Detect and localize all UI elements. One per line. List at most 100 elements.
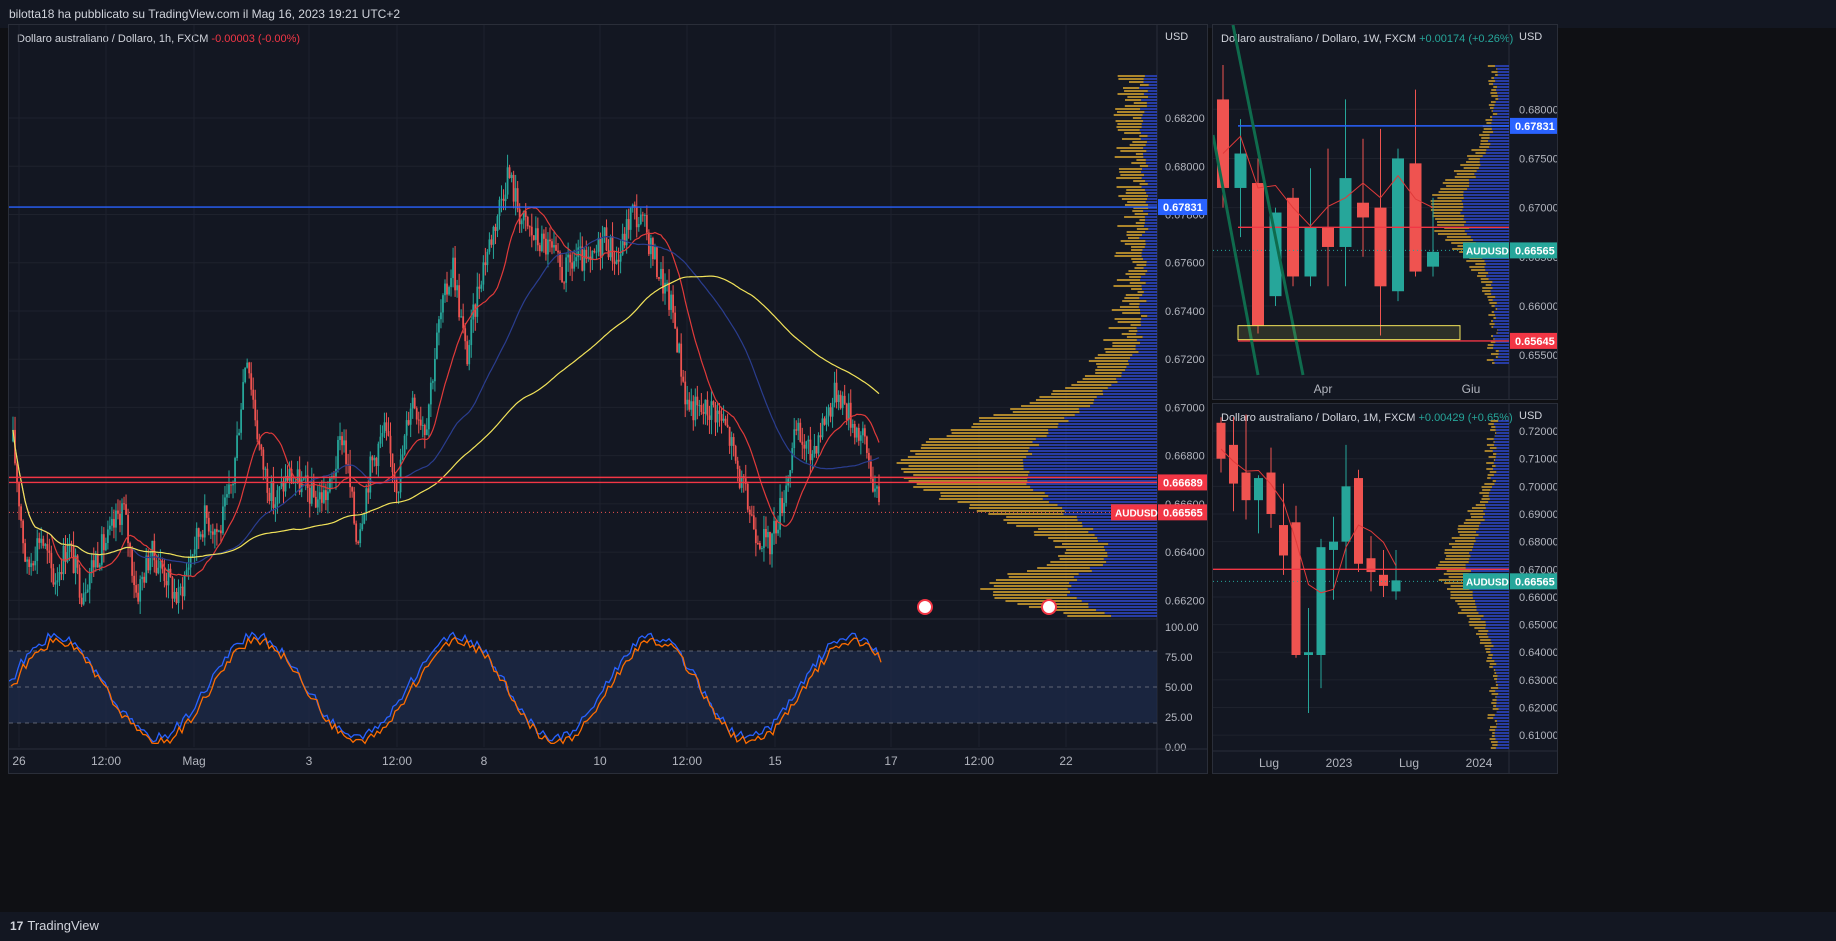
volume-profile-bar	[1448, 576, 1472, 578]
volume-profile-bar	[989, 582, 1070, 584]
volume-profile-bar	[1473, 546, 1509, 548]
volume-profile-bar	[1074, 414, 1157, 416]
volume-profile-bar	[1464, 224, 1509, 226]
volume-profile-bar	[1467, 510, 1484, 512]
volume-profile-bar	[1485, 504, 1509, 506]
volume-profile-bar	[1148, 228, 1157, 230]
candle-body	[199, 534, 202, 537]
volume-profile-bar	[1475, 263, 1486, 265]
candle-body	[874, 488, 876, 492]
volume-profile-bar	[1468, 621, 1486, 623]
candle-body	[736, 460, 739, 470]
candle-body	[284, 475, 287, 492]
volume-profile-bar	[1450, 597, 1473, 599]
candle-body	[250, 373, 253, 390]
tradingview-logo[interactable]: 17 TradingView	[10, 918, 99, 933]
candle-body	[266, 468, 269, 493]
volume-profile-bar	[1141, 186, 1157, 188]
volume-profile-bar	[1094, 357, 1131, 359]
volume-profile-bar	[1131, 288, 1142, 290]
candle-body	[843, 395, 846, 404]
volume-profile-bar	[1485, 284, 1492, 286]
volume-profile-bar	[1495, 429, 1509, 431]
candle-body	[1304, 227, 1317, 277]
volume-profile-bar	[993, 591, 1071, 593]
volume-profile-bar	[1136, 333, 1157, 335]
y-tick-label: 0.67400	[1165, 306, 1205, 318]
volume-profile-bar	[1026, 570, 1092, 572]
volume-profile-bar	[1493, 423, 1509, 425]
volume-profile-bar	[1495, 314, 1509, 316]
candle-body	[1357, 202, 1369, 218]
volume-profile-bar	[1472, 591, 1509, 593]
weekly-chart-pane[interactable]: Dollaro australiano / Dollaro, 1W, FXCM …	[1212, 24, 1558, 400]
volume-profile-bar	[1490, 477, 1509, 479]
candle-body	[409, 408, 412, 425]
volume-profile-bar	[1481, 137, 1490, 139]
monthly-chart-pane[interactable]: Dollaro australiano / Dollaro, 1M, FXCM …	[1212, 403, 1558, 774]
candle-body	[436, 332, 438, 359]
volume-profile-bar	[1077, 579, 1157, 581]
volume-profile-bar	[1492, 362, 1495, 364]
volume-profile-bar	[1493, 86, 1498, 88]
volume-profile-bar	[1146, 261, 1157, 263]
volume-profile-bar	[1495, 74, 1498, 76]
volume-profile-bar	[1135, 345, 1157, 347]
volume-profile-bar	[1446, 236, 1471, 238]
volume-profile-bar	[1469, 552, 1509, 554]
volume-profile-bar	[1489, 323, 1495, 325]
volume-profile-bar	[1066, 549, 1106, 551]
candle-body	[581, 246, 584, 271]
volume-profile-bar	[1491, 741, 1498, 743]
candle-body	[108, 525, 111, 530]
volume-profile-bar	[913, 474, 1029, 476]
volume-profile-bar	[1142, 249, 1157, 251]
candle-body	[401, 454, 404, 460]
volume-profile-bar	[923, 489, 1034, 491]
volume-profile-bar	[1495, 426, 1509, 428]
volume-profile-bar	[1465, 564, 1509, 566]
volume-profile-bar	[1485, 507, 1509, 509]
main-chart-pane[interactable]: Dollaro australiano / Dollaro, 1h, FXCM …	[8, 24, 1208, 774]
volume-profile-bar	[1498, 353, 1509, 355]
volume-profile-bar	[1437, 233, 1467, 235]
volume-profile-bar	[1493, 462, 1509, 464]
weekly-chart-svg[interactable]: 0.680000.675000.670000.665000.660000.655…	[1213, 25, 1558, 400]
y-tick-label: 0.67000	[1165, 402, 1205, 414]
volume-profile-bar	[1141, 117, 1157, 119]
volume-profile-bar	[1475, 531, 1509, 533]
monthly-chart-svg[interactable]: 0.72000 0.71000 0.70000 0.69000 0.68000 0.670…	[1213, 404, 1558, 774]
volume-profile-bar	[1035, 438, 1157, 440]
y-tick-label: 0.68200	[1165, 113, 1205, 125]
candle-body	[611, 236, 614, 262]
volume-profile-bar	[1478, 636, 1489, 638]
volume-profile-bar	[1493, 107, 1509, 109]
volume-profile-bar	[1437, 197, 1464, 199]
candle-body	[508, 167, 511, 179]
volume-profile-bar	[1496, 672, 1509, 674]
volume-profile-bar	[1491, 77, 1495, 79]
main-chart-svg[interactable]: 0.682000.680000.678000.676000.674000.672…	[9, 25, 1208, 774]
candle-body	[161, 560, 164, 570]
volume-profile-bar	[1492, 666, 1509, 668]
volume-profile-bar	[1125, 192, 1147, 194]
candle-body	[288, 468, 291, 481]
candle-body	[381, 432, 384, 437]
volume-profile-bar	[1479, 134, 1490, 136]
volume-profile-bar	[1495, 356, 1498, 358]
candle-body	[613, 261, 616, 264]
volume-profile-bar	[1088, 531, 1157, 533]
volume-profile-bar	[1132, 141, 1147, 143]
volume-profile-bar	[1481, 498, 1490, 500]
candle-body	[793, 429, 796, 449]
us-flag-event-icon	[917, 599, 933, 615]
volume-profile-bar	[1135, 348, 1157, 350]
volume-profile-bar	[1081, 600, 1157, 602]
volume-profile-bar	[1488, 636, 1509, 638]
volume-profile-bar	[1475, 176, 1509, 178]
volume-profile-bar	[1137, 330, 1157, 332]
volume-profile-bar	[1463, 206, 1509, 208]
volume-profile-bar	[1463, 194, 1509, 196]
volume-profile-bar	[1485, 624, 1509, 626]
candle-body	[421, 425, 424, 427]
